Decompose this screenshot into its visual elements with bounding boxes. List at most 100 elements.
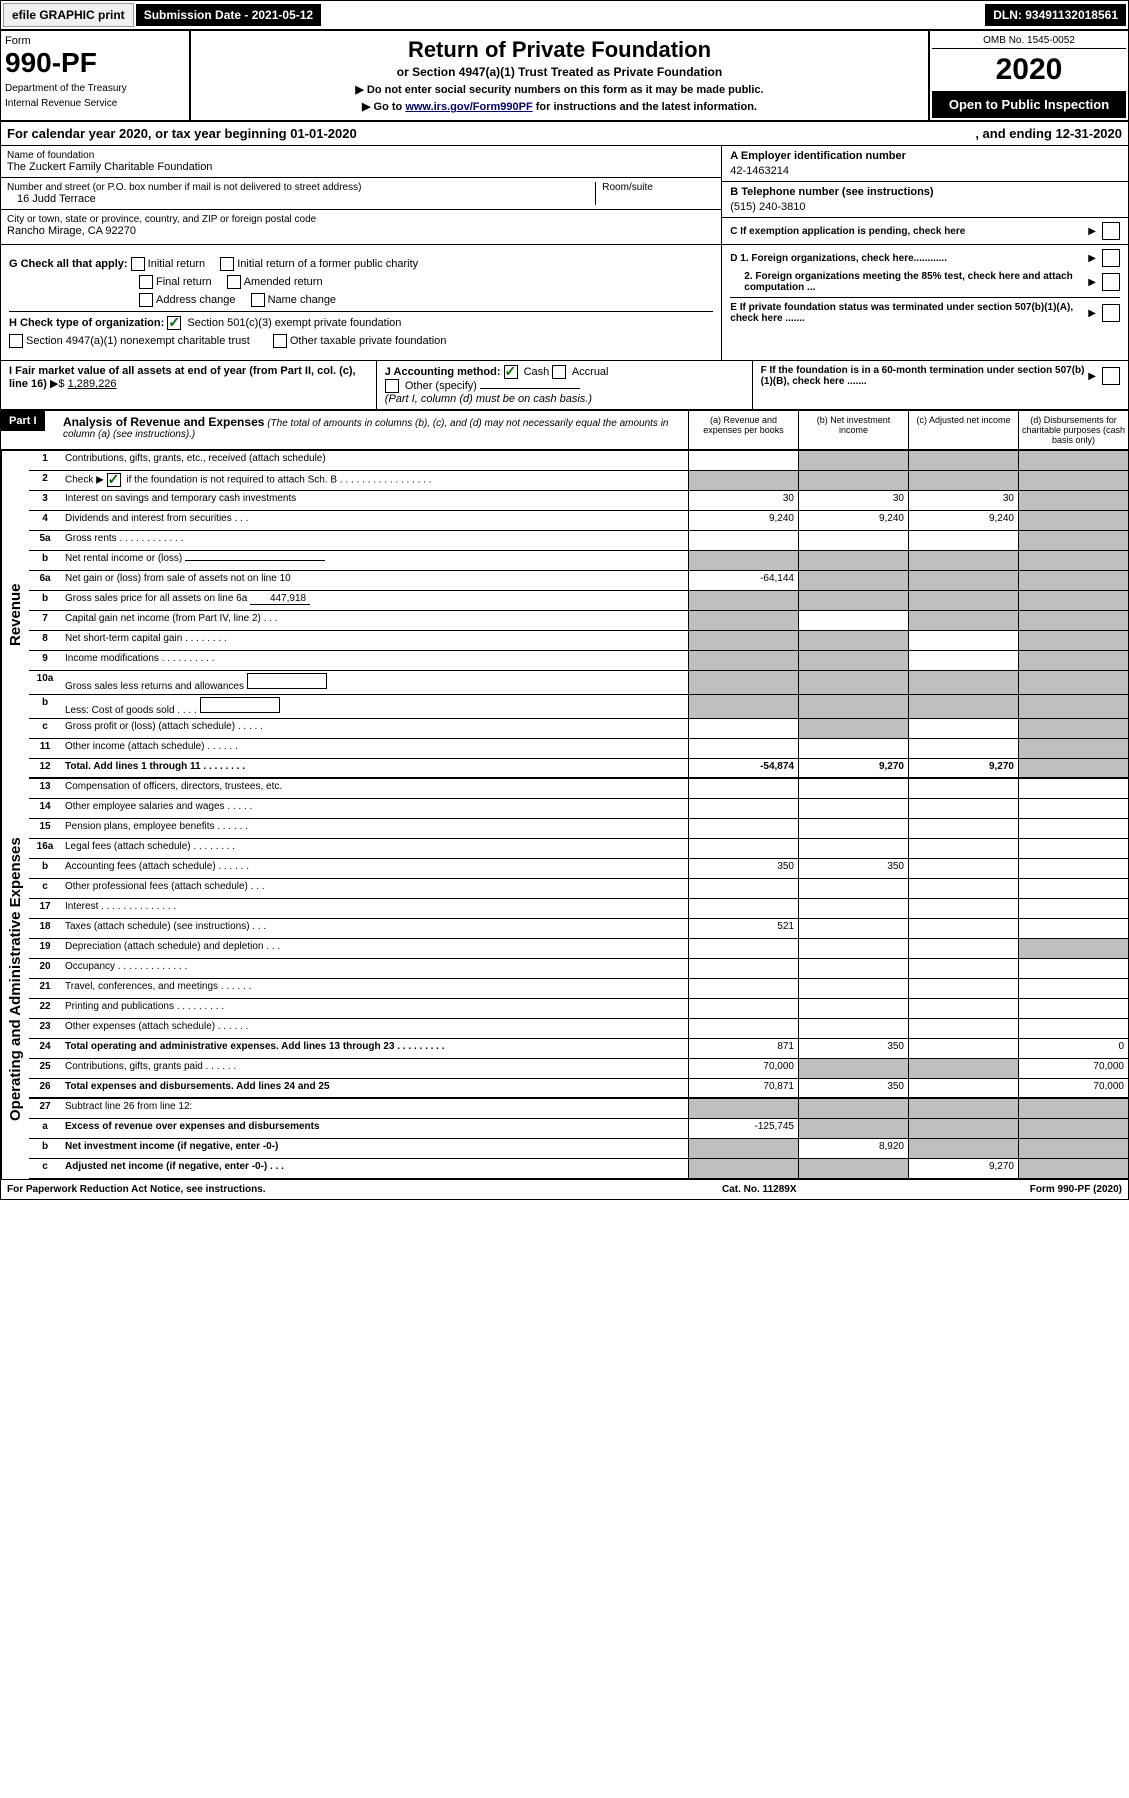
initial-public-checkbox[interactable]: [220, 257, 234, 271]
form-label: Form: [5, 35, 185, 47]
row-num: 8: [29, 631, 61, 650]
arrow-icon: ▶: [1088, 371, 1096, 382]
arrow-icon: ▶: [1088, 308, 1096, 319]
cell: [688, 719, 798, 738]
g-item-2: Final return: [156, 276, 212, 288]
cash-checkbox[interactable]: [504, 365, 518, 379]
part1-label: Part I: [1, 411, 45, 431]
cell-shaded: [688, 695, 798, 718]
cell: 350: [688, 859, 798, 878]
r6b-inline: 447,918: [250, 593, 310, 605]
cell-shaded: [798, 1119, 908, 1138]
f-label: F If the foundation is in a 60-month ter…: [761, 365, 1089, 387]
cell-shaded: [798, 651, 908, 670]
revenue-side-label: Revenue: [1, 451, 29, 779]
expenses-section: Operating and Administrative Expenses 13…: [1, 779, 1128, 1179]
cell: [798, 799, 908, 818]
cell: [1018, 959, 1128, 978]
other-taxable-checkbox[interactable]: [273, 334, 287, 348]
row-desc: Net gain or (loss) from sale of assets n…: [61, 571, 688, 590]
501c3-checkbox[interactable]: [167, 316, 181, 330]
g-item-0: Initial return: [148, 258, 205, 270]
row-num: a: [29, 1119, 61, 1138]
4947-checkbox[interactable]: [9, 334, 23, 348]
row-desc: Net short-term capital gain . . . . . . …: [61, 631, 688, 650]
cell: [688, 839, 798, 858]
name-change-checkbox[interactable]: [251, 293, 265, 307]
cell-shaded: [798, 571, 908, 590]
cell-shaded: [908, 571, 1018, 590]
row-num: 2: [29, 471, 61, 490]
cell: 9,270: [908, 759, 1018, 777]
efile-print-button[interactable]: efile GRAPHIC print: [3, 3, 134, 27]
cell: [1018, 779, 1128, 798]
schb-checkbox[interactable]: [107, 473, 121, 487]
cell: -54,874: [688, 759, 798, 777]
d1-checkbox[interactable]: [1102, 249, 1120, 267]
c-checkbox[interactable]: [1102, 222, 1120, 240]
row-desc: Depreciation (attach schedule) and deple…: [61, 939, 688, 958]
irs-link[interactable]: www.irs.gov/Form990PF: [405, 101, 532, 113]
e-label: E If private foundation status was termi…: [730, 302, 1088, 324]
cell-shaded: [1018, 1139, 1128, 1158]
row-desc: Occupancy . . . . . . . . . . . . .: [61, 959, 688, 978]
arrow-icon: ▶: [1088, 253, 1096, 264]
e-checkbox[interactable]: [1102, 304, 1120, 322]
d2-checkbox[interactable]: [1102, 273, 1120, 291]
cell-shaded: [1018, 451, 1128, 470]
cell: [688, 1019, 798, 1038]
final-return-checkbox[interactable]: [139, 275, 153, 289]
cell: 350: [798, 1079, 908, 1097]
f-checkbox[interactable]: [1102, 367, 1120, 385]
cell-shaded: [798, 551, 908, 570]
dept-treasury: Department of the Treasury: [5, 83, 185, 94]
cell: [688, 979, 798, 998]
cell-shaded: [908, 1059, 1018, 1078]
part1-title: Analysis of Revenue and Expenses: [63, 415, 264, 429]
cell: [908, 939, 1018, 958]
cell-shaded: [1018, 719, 1128, 738]
row-desc: Dividends and interest from securities .…: [61, 511, 688, 530]
row-num: 13: [29, 779, 61, 798]
cell-shaded: [1018, 939, 1128, 958]
amended-return-checkbox[interactable]: [227, 275, 241, 289]
cell: [798, 611, 908, 630]
cell-shaded: [798, 671, 908, 694]
other-method-checkbox[interactable]: [385, 379, 399, 393]
row-num: 20: [29, 959, 61, 978]
cell: [1018, 899, 1128, 918]
cell-shaded: [1018, 759, 1128, 777]
submission-date: Submission Date - 2021-05-12: [136, 4, 321, 26]
row-num: 24: [29, 1039, 61, 1058]
accrual-checkbox[interactable]: [552, 365, 566, 379]
row-desc: Total operating and administrative expen…: [61, 1039, 688, 1058]
cell: [1018, 859, 1128, 878]
cell-shaded: [1018, 471, 1128, 490]
row-num: 26: [29, 1079, 61, 1097]
row-desc: Accounting fees (attach schedule) . . . …: [61, 859, 688, 878]
cell: [688, 899, 798, 918]
cell: [908, 839, 1018, 858]
row-desc: Other professional fees (attach schedule…: [61, 879, 688, 898]
cell: [798, 979, 908, 998]
cell: [688, 779, 798, 798]
row-desc: Compensation of officers, directors, tru…: [61, 779, 688, 798]
cell-shaded: [908, 611, 1018, 630]
r2-post: if the foundation is not required to att…: [124, 475, 432, 486]
address-change-checkbox[interactable]: [139, 293, 153, 307]
row-desc: Gross sales less returns and allowances: [61, 671, 688, 694]
cell: [798, 1019, 908, 1038]
cell: 30: [688, 491, 798, 510]
initial-return-checkbox[interactable]: [131, 257, 145, 271]
cell: 8,920: [798, 1139, 908, 1158]
cell: [798, 939, 908, 958]
col-d-header: (d) Disbursements for charitable purpose…: [1018, 411, 1128, 449]
cell-shaded: [688, 631, 798, 650]
form-subtitle: or Section 4947(a)(1) Trust Treated as P…: [201, 65, 918, 79]
row-num: 19: [29, 939, 61, 958]
cell-shaded: [908, 1119, 1018, 1138]
footer-left: For Paperwork Reduction Act Notice, see …: [7, 1184, 722, 1195]
row-desc: Legal fees (attach schedule) . . . . . .…: [61, 839, 688, 858]
cell: [908, 959, 1018, 978]
foundation-info-section: Name of foundation The Zuckert Family Ch…: [1, 146, 1128, 245]
